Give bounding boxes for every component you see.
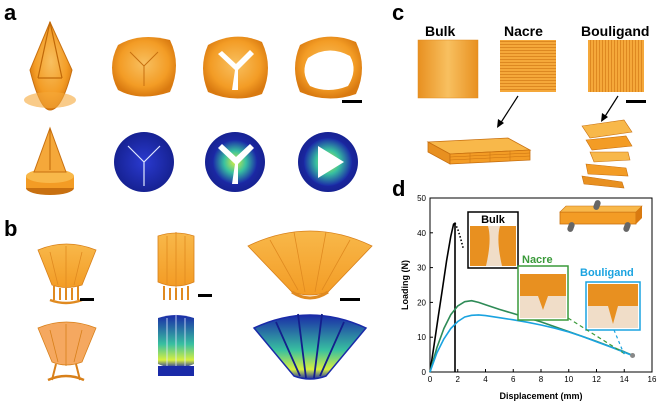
y-tick-label-1: 10 (417, 333, 426, 342)
bouligand-connector (613, 329, 625, 355)
label-bouligand: Bouligand (581, 23, 650, 39)
y-tick-label-0: 0 (422, 368, 427, 377)
x-tick-label-8: 16 (648, 375, 657, 384)
valve-fem-open (298, 132, 358, 192)
y-tick-label-3: 30 (417, 264, 426, 273)
series-line-bouligand (429, 314, 633, 373)
x-tick-label-5: 10 (564, 375, 573, 384)
label-nacre: Nacre (504, 23, 543, 39)
bend-test-schematic (559, 200, 643, 232)
scale-bar-b3 (340, 298, 360, 301)
scale-bar-b1 (80, 298, 94, 301)
large-fan-fem (252, 313, 368, 380)
tube-valve-photo (157, 232, 195, 300)
valve-photo-open (295, 36, 362, 99)
valve-photo-closed (112, 36, 176, 97)
inset-nacre: Nacre (517, 254, 569, 321)
scale-bar-b2 (198, 294, 212, 297)
x-tick-label-3: 6 (511, 375, 516, 384)
large-fan-photo (247, 230, 373, 300)
nacre-connector (567, 317, 626, 355)
nacre-model (426, 137, 532, 165)
y-axis-title: Loading (N) (400, 260, 410, 310)
inset-bouligand: Bouligand (580, 267, 641, 331)
inset-bouligand-label: Bouligand (580, 267, 634, 279)
series-line-bulk-dotted (454, 222, 465, 249)
inset-nacre-label: Nacre (522, 254, 553, 266)
bouligand-photo (588, 40, 644, 92)
arrow-nacre (497, 95, 519, 128)
series-line-bulk (429, 222, 456, 373)
fan-valve-model (37, 321, 97, 382)
x-tick-label-6: 12 (592, 375, 601, 384)
valve-fem-partial (205, 132, 265, 192)
fan-valve-photo (37, 243, 97, 305)
x-tick-label-2: 4 (483, 375, 488, 384)
valve-photo-partial (203, 36, 268, 99)
tube-valve-fem (158, 314, 194, 376)
valve-fem-closed (114, 132, 174, 192)
panel-label-b: b (4, 216, 18, 241)
y-tick-label-5: 50 (417, 194, 426, 203)
bulk-photo (417, 39, 479, 99)
series-group (429, 222, 636, 373)
x-axis-title: Displacement (mm) (499, 391, 582, 401)
valve-model-3d (26, 126, 74, 195)
y-tick-label-2: 20 (417, 298, 426, 307)
bouligand-model (581, 119, 633, 189)
curve-end-marker (630, 352, 636, 358)
arrow-bouligand (601, 95, 619, 122)
valve-photo-3d (24, 20, 76, 111)
x-tick-label-1: 2 (456, 375, 461, 384)
panel-label-a: a (4, 0, 17, 25)
scale-bar-a (342, 100, 362, 103)
scale-bar-c (626, 100, 646, 103)
inset-bulk-label: Bulk (481, 214, 506, 226)
x-tick-label-0: 0 (428, 375, 433, 384)
inset-bulk: Bulk (467, 211, 519, 269)
nacre-photo (500, 40, 556, 92)
panel-label-c: c (392, 0, 405, 25)
x-tick-label-7: 14 (620, 375, 629, 384)
label-bulk: Bulk (425, 23, 456, 39)
y-tick-label-4: 40 (417, 229, 426, 238)
panel-label-d: d (392, 176, 406, 201)
axis-ticks: 0 2 4 6 8 10 12 14 16 0 10 20 30 40 50 (417, 194, 657, 384)
x-tick-label-4: 8 (539, 375, 544, 384)
